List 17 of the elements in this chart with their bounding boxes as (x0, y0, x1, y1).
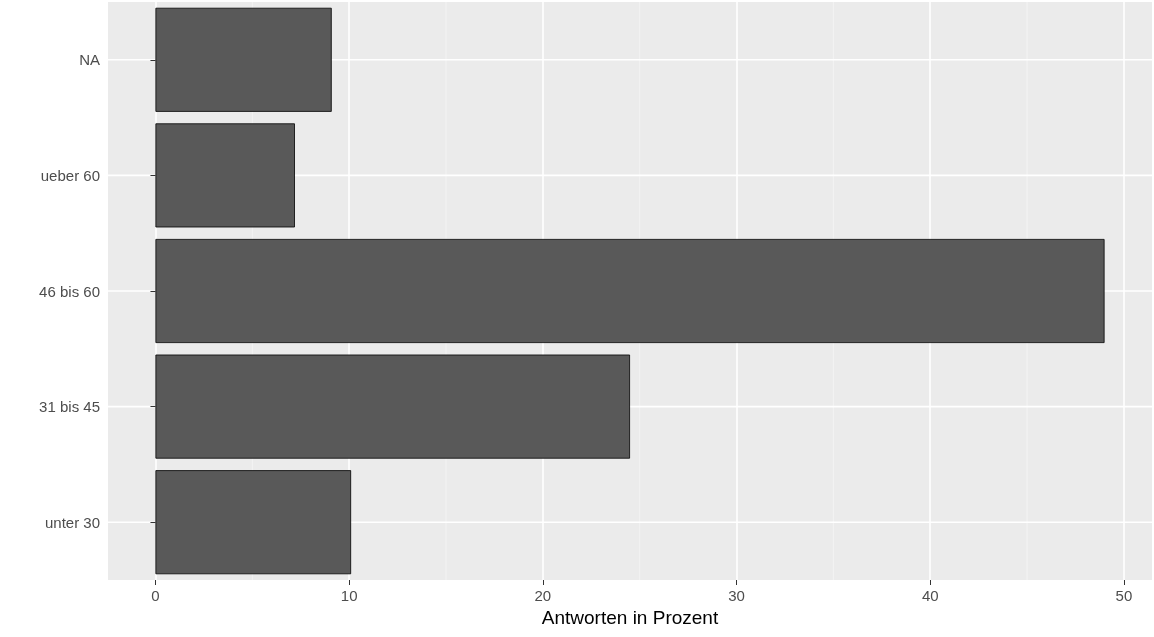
y-tick-label: NA (79, 51, 100, 69)
x-tick-label: 40 (921, 587, 939, 604)
y-tick-label: unter 30 (44, 513, 100, 531)
bar (155, 238, 1105, 344)
x-tick-label: 20 (534, 587, 552, 604)
x-tick-label: 50 (1115, 587, 1133, 604)
x-axis-title: Antworten in Prozent (541, 606, 719, 628)
bar (155, 470, 352, 575)
y-tick-label: ueber 60 (40, 166, 100, 184)
bar (155, 354, 630, 459)
bar (155, 7, 332, 112)
y-tick-label: 31 bis 45 (39, 398, 100, 416)
x-tick-label: 0 (151, 587, 160, 604)
y-tick-label: 46 bis 60 (39, 282, 100, 300)
x-tick-label: 30 (728, 587, 745, 604)
x-tick-label: 10 (340, 587, 358, 604)
bar (155, 123, 295, 228)
